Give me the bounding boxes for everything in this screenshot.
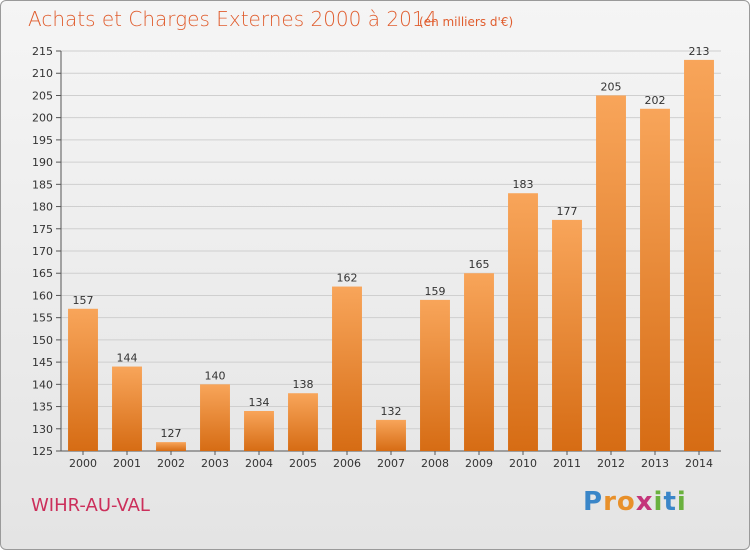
bar-value-label: 144 (117, 352, 138, 365)
x-tick-label: 2000 (69, 457, 97, 470)
bar-value-label: 157 (73, 294, 94, 307)
x-tick-label: 2014 (685, 457, 713, 470)
place-name: WIHR-AU-VAL (31, 495, 150, 516)
bar-2002 (156, 442, 186, 451)
y-tick-label: 205 (32, 89, 53, 102)
x-tick-label: 2005 (289, 457, 317, 470)
bar-2004 (244, 411, 274, 451)
bar-value-label: 183 (513, 178, 534, 191)
y-tick-label: 155 (32, 312, 53, 325)
y-tick-label: 215 (32, 45, 53, 58)
bar-value-label: 162 (337, 272, 358, 285)
x-tick-label: 2008 (421, 457, 449, 470)
x-tick-label: 2003 (201, 457, 229, 470)
x-tick-label: 2009 (465, 457, 493, 470)
y-tick-label: 180 (32, 201, 53, 214)
y-tick-label: 125 (32, 445, 53, 458)
y-tick-label: 195 (32, 134, 53, 147)
y-tick-label: 200 (32, 112, 53, 125)
x-tick-label: 2013 (641, 457, 669, 470)
x-tick-label: 2011 (553, 457, 581, 470)
bar-2000 (68, 308, 98, 451)
axes: 125 130 135 140 145 150 155 160 165 170 175 180 185 1… (32, 45, 721, 458)
bar-2005 (288, 393, 318, 451)
bar-value-label: 140 (205, 369, 226, 382)
bar-2010 (508, 193, 538, 451)
y-tick-label: 210 (32, 67, 53, 80)
y-tick-label: 175 (32, 223, 53, 236)
y-tick-label: 165 (32, 267, 53, 280)
bar-2013 (640, 108, 670, 452)
x-tick-label: 2001 (113, 457, 141, 470)
y-tick-label: 160 (32, 289, 53, 302)
y-tick-label: 170 (32, 245, 53, 258)
bar-2003 (200, 384, 230, 451)
y-tick-label: 140 (32, 378, 53, 391)
bar-2012 (596, 95, 626, 451)
bar-value-label: 159 (425, 285, 446, 298)
x-tick-label: 2007 (377, 457, 405, 470)
x-tick-label: 2006 (333, 457, 361, 470)
chart-subtitle: (en milliers d'€) (419, 15, 514, 29)
y-tick-label: 135 (32, 401, 53, 414)
bar-2009 (464, 273, 494, 451)
bar-value-label: 138 (293, 378, 314, 391)
bar-value-label: 205 (601, 80, 622, 93)
bar-2014 (684, 59, 714, 452)
bar-value-label: 177 (557, 205, 578, 218)
bar-value-label: 202 (645, 94, 666, 107)
bar-2007 (376, 419, 406, 451)
bar-value-label: 165 (469, 258, 490, 271)
x-tick-label: 2002 (157, 457, 185, 470)
y-tick-label: 150 (32, 334, 53, 347)
y-tick-label: 145 (32, 356, 53, 369)
y-tick-label: 185 (32, 178, 53, 191)
x-tick-label: 2010 (509, 457, 537, 470)
y-tick-label: 190 (32, 156, 53, 169)
x-tick-label: 2004 (245, 457, 273, 470)
x-tick-label: 2012 (597, 457, 625, 470)
chart-title: Achats et Charges Externes 2000 à 2014 (28, 7, 438, 31)
bar-value-label: 213 (689, 45, 710, 58)
bar-2006 (332, 286, 362, 451)
bar-2011 (552, 219, 582, 451)
bar-2001 (112, 366, 142, 451)
bars (68, 59, 714, 452)
bar-value-label: 134 (249, 396, 270, 409)
y-tick-label: 130 (32, 423, 53, 436)
proxiti-logo: Proxiti (583, 487, 687, 517)
bar-2008 (420, 299, 450, 451)
bar-value-label: 127 (161, 427, 182, 440)
labels: 157 2000 144 2001 127 2002 140 2003 134 2004 138 20… (69, 45, 713, 470)
bar-value-label: 132 (381, 405, 402, 418)
